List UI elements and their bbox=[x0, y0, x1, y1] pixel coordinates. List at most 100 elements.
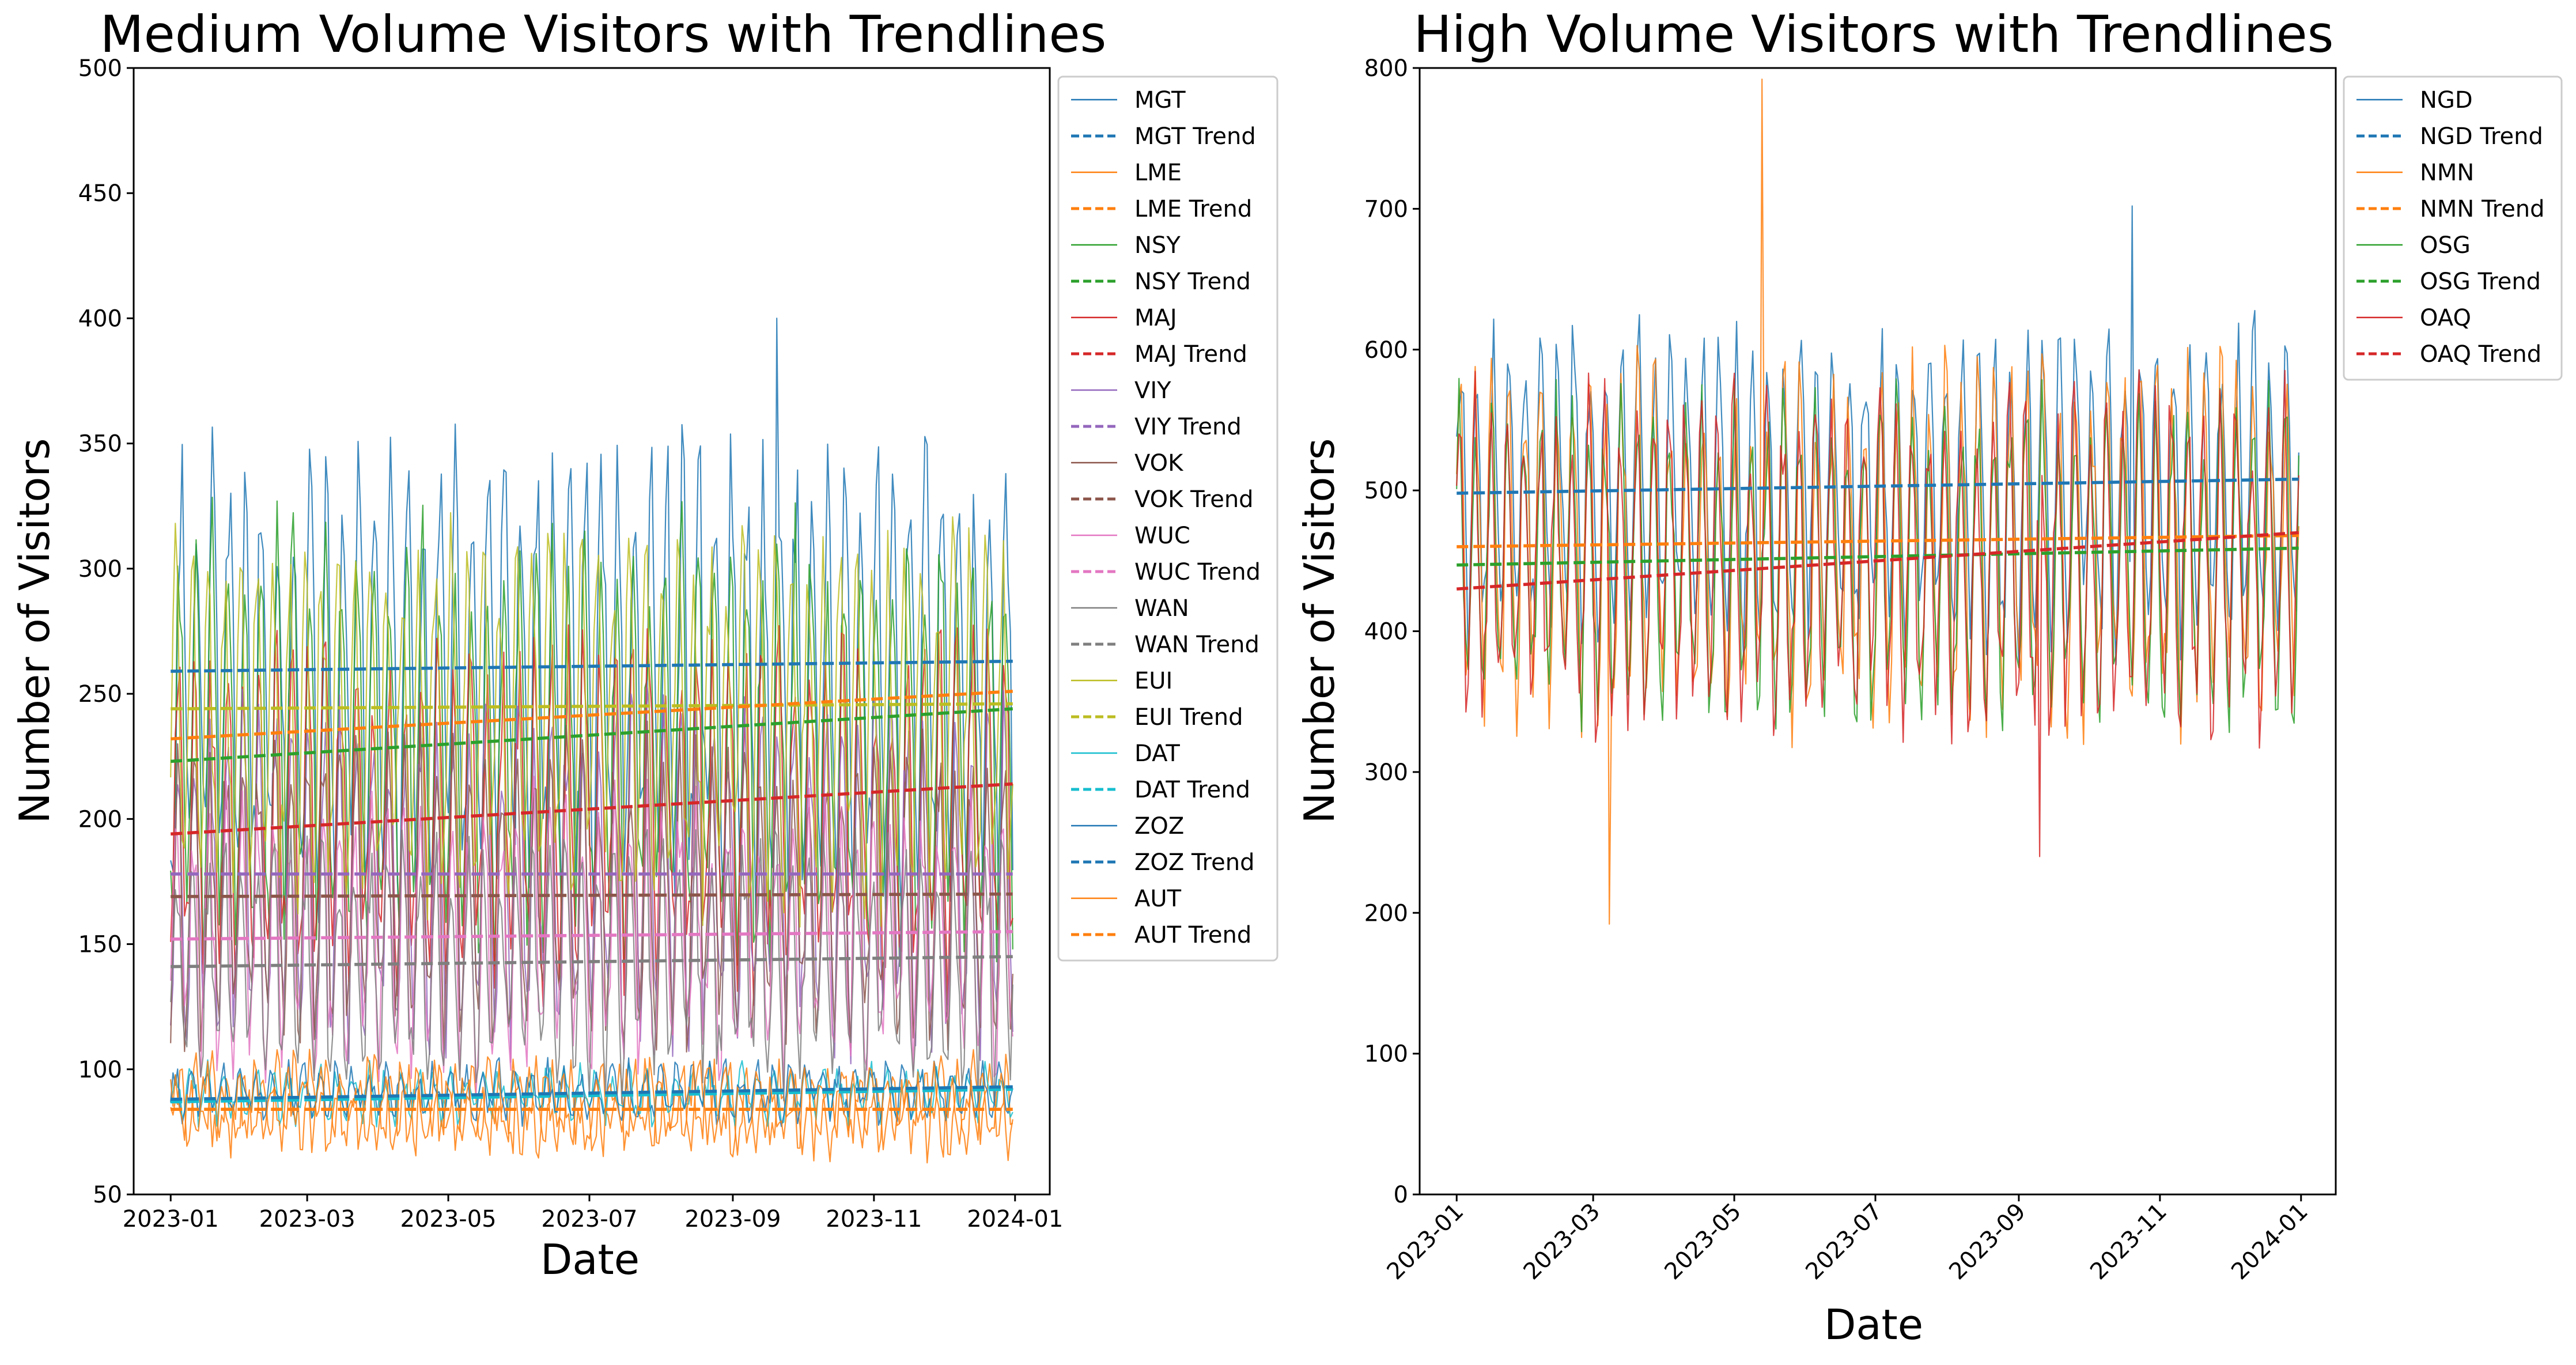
y-axis-label: Number of Visitors bbox=[10, 438, 59, 824]
y-tick-label: 0 bbox=[1394, 1182, 1408, 1208]
medium-volume-chart: Medium Volume Visitors with Trendlines 5… bbox=[10, 5, 1278, 1284]
x-tick-label: 2023-03 bbox=[259, 1206, 355, 1232]
legend-entry-maj-label: MAJ bbox=[1134, 305, 1177, 331]
legend-entry-aut-label: AUT bbox=[1134, 886, 1182, 912]
series-line-eui bbox=[170, 512, 1013, 928]
legend: NGD NGD Trend NMN NMN Trend OSG OSG Trend OAQ O… bbox=[2343, 75, 2563, 381]
legend-entry-wuc-label: WUC bbox=[1134, 523, 1190, 549]
trend-line-osg-trend bbox=[1457, 546, 2299, 567]
x-tick-label: 2023-11 bbox=[826, 1206, 922, 1232]
trend-line-zoz-trend bbox=[171, 1085, 1013, 1101]
legend-entry-viy-trend-label: VIY Trend bbox=[1134, 414, 1242, 440]
y-tick-label: 400 bbox=[78, 305, 122, 332]
trend-line-maj-trend bbox=[171, 782, 1013, 836]
chart-title: Medium Volume Visitors with Trendlines bbox=[100, 5, 1107, 64]
trend-line-nsy-trend bbox=[171, 707, 1013, 763]
legend-entry-lme-label: LME bbox=[1134, 160, 1182, 186]
trend-line-vok-trend bbox=[171, 892, 1013, 898]
legend-entry-aut-trend-label: AUT Trend bbox=[1134, 922, 1251, 948]
x-tick-label: 2023-05 bbox=[1659, 1198, 1746, 1285]
y-tick-label: 500 bbox=[1364, 478, 1408, 504]
legend-entry-vok-trend-label: VOK Trend bbox=[1134, 486, 1254, 513]
x-tick-label: 2023-09 bbox=[684, 1206, 781, 1232]
y-tick-label: 100 bbox=[78, 1057, 122, 1083]
legend-entry-dat-label: DAT bbox=[1134, 740, 1180, 767]
legend-entry-wuc-trend-label: WUC Trend bbox=[1134, 559, 1261, 585]
legend-entry-nsy-label: NSY bbox=[1134, 232, 1181, 259]
trend-line-aut-trend bbox=[171, 690, 1013, 741]
series-line-lme bbox=[170, 1049, 1013, 1157]
trend-line-nmn-trend bbox=[1457, 534, 2299, 549]
trend-line-wuc-trend bbox=[171, 930, 1013, 941]
x-tick-label: 2024-01 bbox=[967, 1206, 1063, 1232]
y-tick-label: 400 bbox=[1364, 619, 1408, 645]
trend-lines bbox=[1457, 477, 2299, 591]
plot-lines bbox=[170, 317, 1013, 1164]
chart-title: High Volume Visitors with Trendlines bbox=[1413, 5, 2333, 64]
y-tick-label: 500 bbox=[78, 55, 122, 82]
legend-box bbox=[1057, 75, 1278, 962]
y-tick-label: 300 bbox=[1364, 759, 1408, 786]
x-tick-label: 2024-01 bbox=[2226, 1198, 2313, 1285]
y-tick-label: 50 bbox=[93, 1182, 122, 1208]
y-tick-label: 200 bbox=[78, 806, 122, 833]
legend-entry-lme-trend-label: LME Trend bbox=[1134, 196, 1252, 222]
legend-entry-mgt-label: MGT bbox=[1134, 87, 1186, 114]
trend-line-oaq-trend bbox=[1457, 531, 2299, 591]
y-axis-ticks: 0 100 200 300 400 500 600 700 800 bbox=[1364, 55, 1420, 1208]
y-tick-label: 250 bbox=[78, 681, 122, 708]
legend-entry-wan-label: WAN bbox=[1134, 595, 1189, 622]
legend-entry-viy-label: VIY bbox=[1134, 377, 1171, 404]
high-volume-chart: High Volume Visitors with Trendlines 0 10… bbox=[1295, 5, 2563, 1349]
x-axis-ticks: 2023-01 2023-03 2023-05 2023-07 2023-09 2023-… bbox=[1382, 1194, 2313, 1285]
x-axis-label: Date bbox=[1824, 1300, 1923, 1349]
y-axis-label: Number of Visitors bbox=[1295, 438, 1344, 824]
legend-entry-nmn-label: NMN bbox=[2420, 160, 2474, 186]
trend-line-dat-trend bbox=[171, 1087, 1013, 1104]
y-tick-label: 100 bbox=[1364, 1041, 1408, 1068]
y-axis-ticks: 50 100 150 200 250 300 350 400 450 500 bbox=[78, 55, 134, 1208]
x-tick-label: 2023-07 bbox=[1800, 1198, 1887, 1285]
legend-entry-oaq-trend-label: OAQ Trend bbox=[2420, 341, 2541, 368]
x-axis-label: Date bbox=[540, 1235, 640, 1284]
x-tick-label: 2023-07 bbox=[541, 1206, 637, 1232]
y-tick-label: 600 bbox=[1364, 337, 1408, 364]
series-line-wan bbox=[170, 827, 1013, 1105]
trend-line-ngd-trend bbox=[1457, 477, 2299, 495]
legend-entry-eui-label: EUI bbox=[1134, 668, 1172, 694]
x-tick-label: 2023-01 bbox=[123, 1206, 219, 1232]
legend-entry-dat-trend-label: DAT Trend bbox=[1134, 777, 1250, 803]
legend-entry-ngd-trend-label: NGD Trend bbox=[2420, 123, 2543, 150]
x-tick-label: 2023-09 bbox=[1944, 1198, 2031, 1285]
legend-entry-wan-trend-label: WAN Trend bbox=[1134, 632, 1259, 658]
trend-line-wan-trend bbox=[171, 955, 1013, 969]
legend-entry-maj-trend-label: MAJ Trend bbox=[1134, 341, 1247, 368]
legend-entry-zoz-label: ZOZ bbox=[1134, 813, 1184, 840]
x-tick-label: 2023-03 bbox=[1518, 1198, 1605, 1285]
y-tick-label: 800 bbox=[1364, 55, 1408, 82]
legend-entry-mgt-trend-label: MGT Trend bbox=[1134, 123, 1256, 150]
y-tick-label: 700 bbox=[1364, 196, 1408, 222]
plot-lines bbox=[1456, 78, 2299, 925]
x-tick-label: 2023-05 bbox=[400, 1206, 496, 1232]
legend-entry-nmn-trend-label: NMN Trend bbox=[2420, 196, 2545, 222]
legend-entry-ngd-label: NGD bbox=[2420, 87, 2473, 114]
series-line-aut bbox=[170, 1056, 1013, 1164]
x-axis-ticks: 2023-01 2023-03 2023-05 2023-07 2023-09 2023-… bbox=[123, 1194, 1063, 1232]
legend-entry-osg-label: OSG bbox=[2420, 232, 2471, 259]
legend-box bbox=[2343, 75, 2563, 381]
legend-entry-oaq-label: OAQ bbox=[2420, 305, 2471, 331]
legend-entry-osg-trend-label: OSG Trend bbox=[2420, 269, 2541, 295]
trend-line-mgt-trend bbox=[171, 659, 1013, 673]
trend-line-eui-trend bbox=[171, 702, 1013, 710]
legend-entry-nsy-trend-label: NSY Trend bbox=[1134, 269, 1251, 295]
legend-entry-eui-trend-label: EUI Trend bbox=[1134, 704, 1243, 731]
x-tick-label: 2023-11 bbox=[2085, 1198, 2172, 1285]
y-tick-label: 350 bbox=[78, 431, 122, 457]
legend: MGT MGT Trend LME LME Trend NSY NSY Trend MAJ M… bbox=[1057, 75, 1278, 962]
legend-entry-vok-label: VOK bbox=[1134, 450, 1184, 477]
legend-entry-zoz-trend-label: ZOZ Trend bbox=[1134, 849, 1254, 876]
y-tick-label: 200 bbox=[1364, 900, 1408, 927]
trend-lines bbox=[171, 659, 1013, 1111]
